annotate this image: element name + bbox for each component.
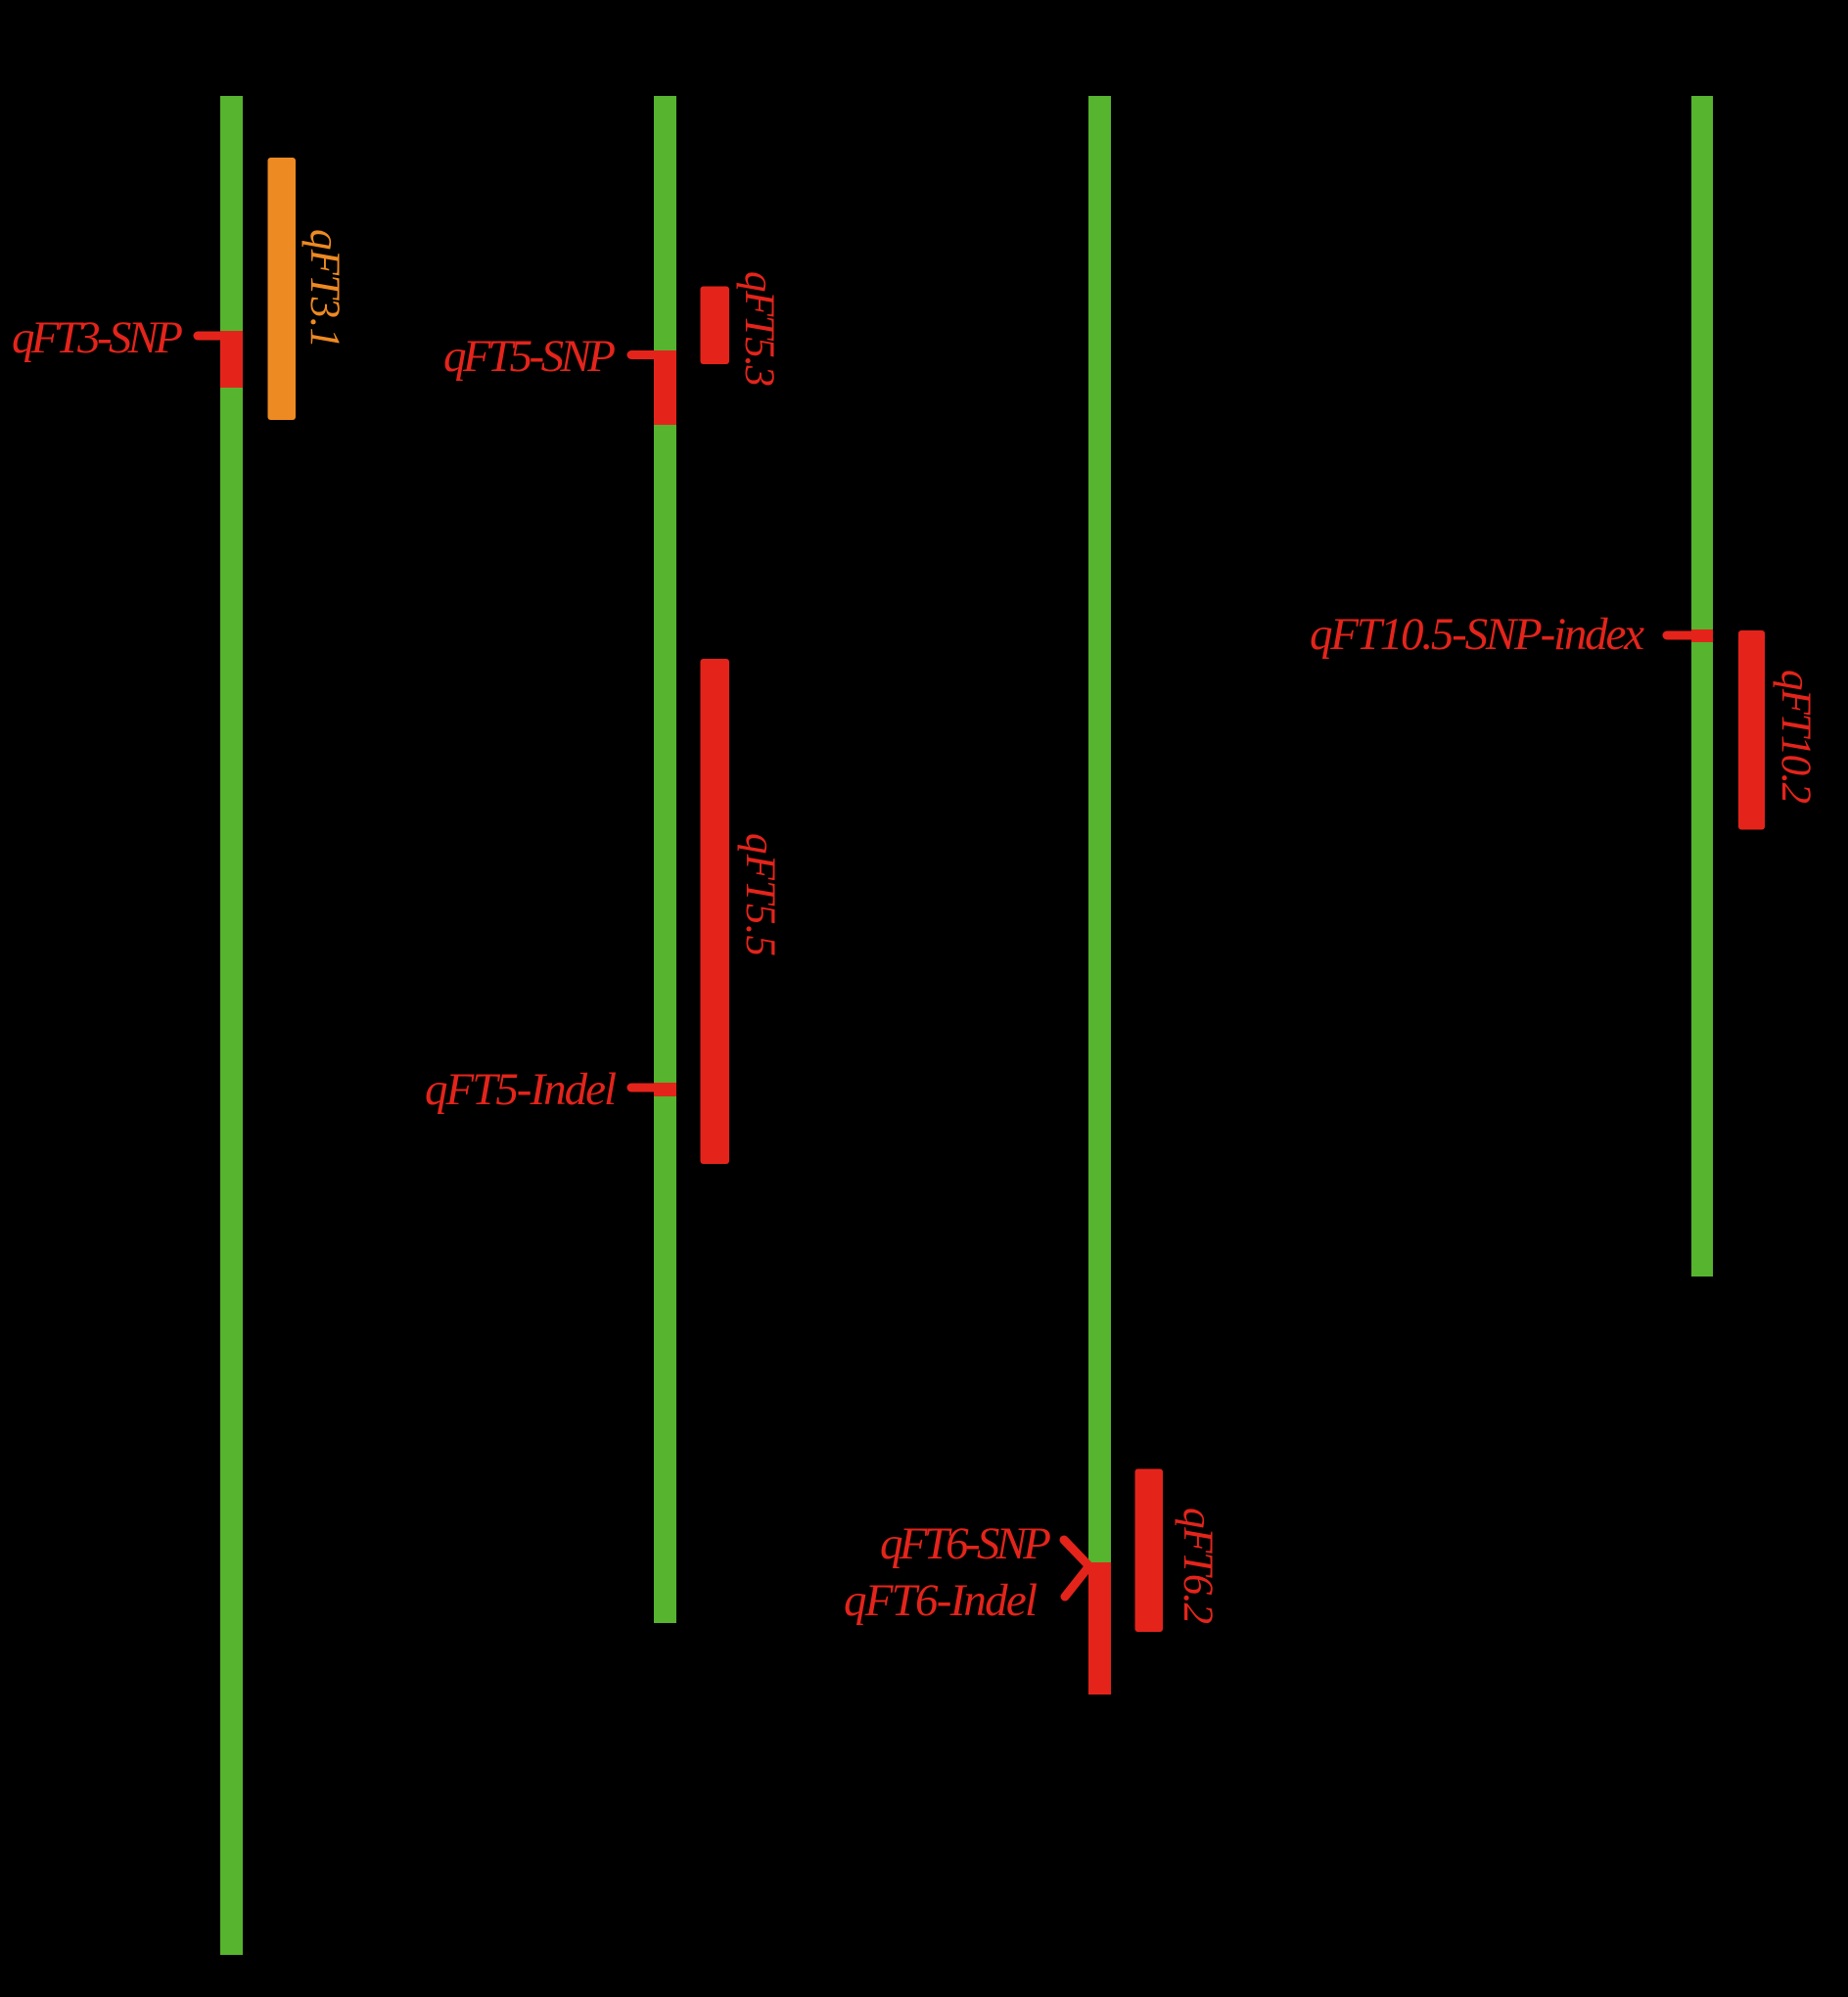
svg-text:qFT6-SNP: qFT6-SNP (880, 1518, 1051, 1569)
svg-text:qFT5-Indel: qFT5-Indel (425, 1064, 617, 1115)
svg-text:qFT5-SNP: qFT5-SNP (443, 331, 616, 382)
svg-text:qFT3.1: qFT3.1 (301, 229, 347, 348)
svg-text:qFT10.5-SNP-index: qFT10.5-SNP-index (1310, 609, 1644, 660)
svg-text:qFT6.2: qFT6.2 (1175, 1508, 1221, 1624)
svg-text:qFT6-Indel: qFT6-Indel (844, 1575, 1038, 1626)
svg-text:qFT5.5: qFT5.5 (737, 833, 783, 956)
svg-text:qFT5.3: qFT5.3 (736, 271, 782, 387)
svg-text:qFT3-SNP: qFT3-SNP (12, 312, 183, 363)
svg-text:qFT10.2: qFT10.2 (1773, 670, 1819, 804)
